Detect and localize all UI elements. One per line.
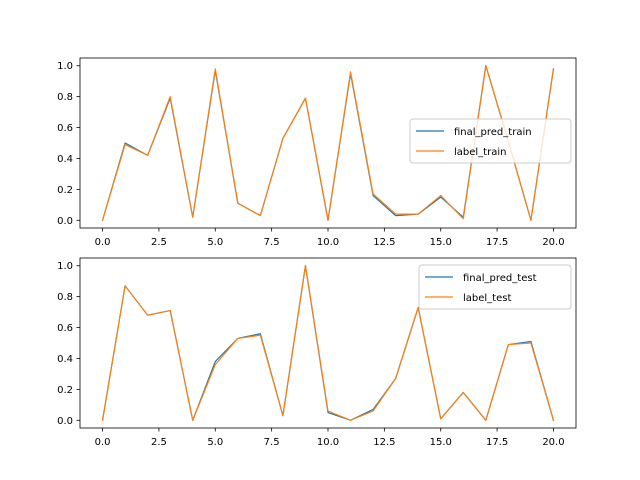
y-tick-label: 0.8	[57, 292, 73, 303]
x-tick-label: 20.0	[542, 437, 564, 448]
train-subplot: 0.0 2.5 5.0 7.5 10.0 12.5 15.0 17.5 20.0 0.0 0.2 0.…	[57, 57, 577, 248]
x-tick-label: 10.0	[317, 237, 339, 248]
y-tick-label: 0.6	[57, 323, 73, 334]
x-tick-label: 17.5	[486, 437, 508, 448]
y-tick-label: 0.2	[57, 185, 73, 196]
x-tick-label: 0.0	[95, 237, 111, 248]
legend-label-label-test: label_test	[463, 293, 511, 304]
x-tick-label: 5.0	[207, 237, 223, 248]
x-tick-label: 5.0	[207, 437, 223, 448]
legend-box	[418, 264, 572, 310]
y-tick-label: 0.8	[57, 92, 73, 103]
legend-box	[409, 118, 572, 164]
x-tick-label: 12.5	[373, 237, 395, 248]
x-tick-label: 2.5	[151, 237, 167, 248]
legend-label-final-pred-test: final_pred_test	[463, 273, 537, 284]
x-tick-label: 2.5	[151, 437, 167, 448]
y-tick-label: 0.2	[57, 385, 73, 396]
y-tick-label: 0.4	[57, 154, 73, 165]
x-tick-label: 15.0	[430, 437, 452, 448]
y-tick-label: 0.4	[57, 354, 73, 365]
x-tick-label: 7.5	[264, 237, 280, 248]
x-tick-label: 17.5	[486, 237, 508, 248]
y-tick-label: 0.0	[57, 216, 73, 227]
x-tick-label: 0.0	[95, 437, 111, 448]
test-subplot: 0.0 2.5 5.0 7.5 10.0 12.5 15.0 17.5 20.0 0.0 0.2 0.…	[57, 257, 577, 448]
series-line-label-train	[101, 65, 555, 222]
y-tick-label: 0.6	[57, 123, 73, 134]
series-line-label-test	[101, 265, 555, 422]
x-tick-label: 10.0	[317, 437, 339, 448]
y-tick-label: 1.0	[57, 261, 73, 272]
legend-label-final-pred-train: final_pred_train	[454, 127, 532, 138]
x-tick-label: 15.0	[430, 237, 452, 248]
y-tick-label: 0.0	[57, 416, 73, 427]
x-tick-label: 20.0	[542, 237, 564, 248]
y-tick-label: 1.0	[57, 61, 73, 72]
legend-label-label-train: label_train	[454, 147, 506, 158]
x-tick-label: 7.5	[264, 437, 280, 448]
x-tick-label: 12.5	[373, 437, 395, 448]
